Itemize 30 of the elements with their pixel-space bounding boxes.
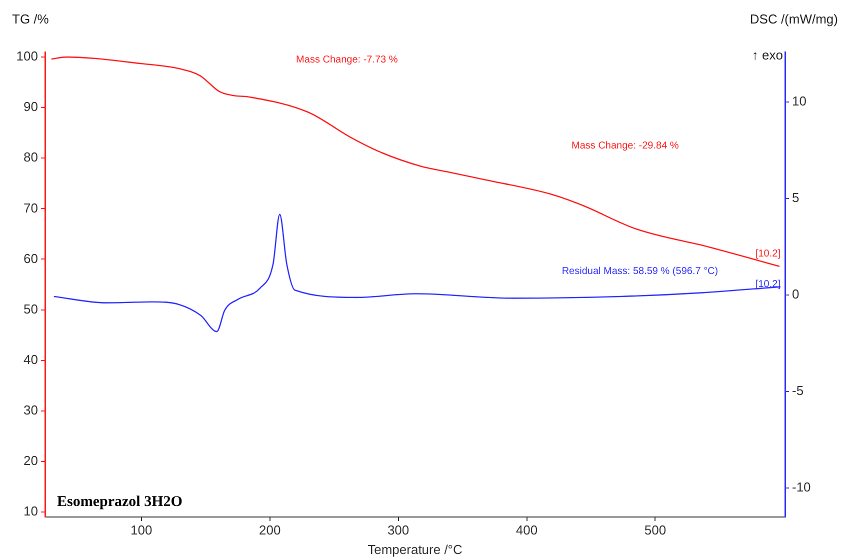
annotation: ↑ exo (752, 48, 783, 63)
text: Esomeprazol 3H2O (57, 494, 182, 510)
annotation: Residual Mass: 58.59 % (596.7 °C) (562, 266, 718, 277)
line-series (53, 214, 782, 332)
y-tick-label: 20 (24, 452, 38, 468)
y-tick-label: 90 (24, 99, 38, 114)
y-tick-label: 10 (24, 504, 38, 519)
y-tick-label: 80 (24, 150, 38, 165)
y2-tick-label: 10 (792, 94, 806, 109)
y-tick-label: 70 (24, 200, 38, 216)
x-axis-title: Temperature /°C (368, 542, 462, 557)
x-tick-label: 300 (387, 522, 410, 538)
annotation: Mass Change: -29.84 % (572, 140, 679, 152)
x-tick-label: 200 (258, 522, 281, 538)
y-axis-title: TG /% (12, 12, 50, 27)
x-tick-label: 400 (516, 522, 538, 538)
y2-tick-label: 5 (792, 190, 800, 206)
y2-tick-label: -5 (792, 383, 804, 398)
y2-tick-label: -10 (792, 480, 811, 495)
y-tick-label: 40 (24, 352, 38, 367)
annotation: [10.2] (755, 248, 781, 260)
x-tick-label: 100 (130, 522, 152, 538)
y-tick-label: 100 (16, 48, 38, 64)
annotation: Mass Change: -7.73 % (296, 54, 398, 66)
y2-tick-label: 0 (792, 286, 800, 302)
y2-axis-title: DSC /(mW/mg) (750, 12, 838, 27)
y-tick-label: 60 (24, 250, 38, 266)
y-tick-label: 30 (24, 402, 38, 418)
y-tick-label: 50 (24, 301, 38, 316)
x-tick-label: 500 (644, 522, 666, 538)
